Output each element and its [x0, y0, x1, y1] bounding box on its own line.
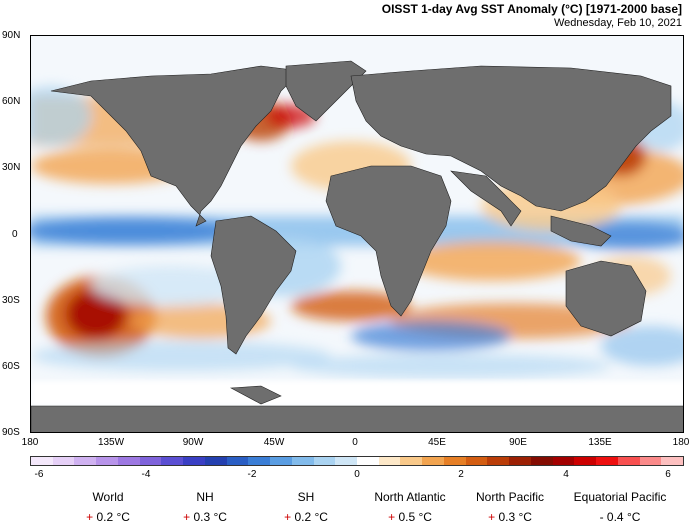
colorbar-swatch [183, 457, 205, 465]
stat-value: 0.3 °C [193, 510, 227, 524]
colorbar-swatch [139, 457, 162, 465]
lat-label: 60S [2, 361, 20, 372]
sst-map-svg [31, 36, 683, 432]
australia [565, 260, 647, 337]
stat-equatorial-pacific: Equatorial Pacific - 0.4 °C [560, 490, 680, 524]
colorbar-label: -4 [141, 469, 151, 480]
stat-value: 0.5 °C [398, 510, 432, 524]
map-title: OISST 1-day Avg SST Anomaly (°C) [1971-2… [381, 2, 682, 16]
stat-sign: + [86, 510, 94, 524]
south-america [210, 215, 297, 355]
colorbar-swatch [617, 457, 640, 465]
stat-north-pacific: North Pacific + 0.3 °C [450, 490, 570, 524]
stat-sign: + [388, 510, 396, 524]
colorbar-swatch [487, 457, 510, 465]
lon-label: 180 [21, 437, 39, 448]
lon-label: 180 [672, 437, 690, 448]
colorbar-swatch [31, 457, 53, 465]
maritime-continent [550, 215, 612, 247]
colorbar-label: 4 [563, 469, 569, 480]
lat-label: 30S [2, 295, 20, 306]
stat-name: North Atlantic [374, 490, 446, 504]
stat-name: Equatorial Pacific [573, 490, 667, 504]
colorbar-swatch [378, 457, 401, 465]
stat-north-atlantic: North Atlantic + 0.5 °C [350, 490, 470, 524]
lon-label: 135E [588, 437, 612, 448]
colorbar-swatch [248, 457, 271, 465]
stat-name: SH [297, 490, 315, 504]
colorbar-swatch [74, 457, 97, 465]
sst-anomaly-map [30, 35, 684, 433]
lon-label: 90W [182, 437, 204, 448]
stat-sh: SH + 0.2 °C [246, 490, 366, 524]
colorbar-swatch [161, 457, 184, 465]
stat-name: World [92, 490, 124, 504]
lat-label: 30N [2, 162, 21, 173]
greenland [285, 60, 367, 122]
colorbar-swatch [357, 457, 379, 465]
colorbar-swatch [639, 457, 662, 465]
stat-nh: NH + 0.3 °C [145, 490, 265, 524]
colorbar-label: 0 [354, 469, 360, 480]
colorbar-swatch [574, 457, 597, 465]
colorbar-swatch [204, 457, 227, 465]
lat-label: 60N [2, 96, 21, 107]
stat-sign: - [599, 510, 604, 524]
north-america [50, 65, 302, 227]
colorbar-swatch [509, 457, 531, 465]
lat-label: 90S [2, 427, 20, 438]
stat-value: 0.4 °C [606, 510, 641, 524]
colorbar-swatch [661, 457, 684, 465]
colorbar-label: -6 [34, 469, 44, 480]
colorbar-swatch [52, 457, 75, 465]
stat-sign: + [488, 510, 496, 524]
colorbar-label: -2 [247, 469, 257, 480]
colorbar-swatch [400, 457, 423, 465]
colorbar-swatch [443, 457, 466, 465]
stat-value: 0.2 °C [294, 510, 328, 524]
colorbar-swatch [96, 457, 118, 465]
antarctica [31, 385, 683, 432]
stat-world: World + 0.2 °C [48, 490, 168, 524]
lon-label: 0 [352, 437, 358, 448]
stat-sign: + [183, 510, 191, 524]
land-masses [31, 60, 683, 432]
stat-sign: + [284, 510, 292, 524]
colorbar-label: 2 [458, 469, 464, 480]
eurasia [350, 65, 672, 212]
lon-label: 45E [428, 437, 446, 448]
colorbar-swatch [226, 457, 249, 465]
stat-value: 0.2 °C [96, 510, 130, 524]
lon-label: 90E [509, 437, 527, 448]
lat-label: 90N [2, 30, 21, 41]
colorbar-swatch [313, 457, 336, 465]
colorbar-label: 6 [665, 469, 671, 480]
colorbar [30, 456, 684, 466]
lat-label: 0 [12, 229, 18, 240]
stat-value: 0.3 °C [498, 510, 532, 524]
colorbar-swatch [270, 457, 292, 465]
arabia-india [450, 170, 522, 227]
colorbar-swatch [530, 457, 553, 465]
colorbar-swatch [291, 457, 314, 465]
colorbar-swatch [422, 457, 444, 465]
map-date: Wednesday, Feb 10, 2021 [553, 17, 682, 29]
lon-label: 45W [263, 437, 285, 448]
colorbar-swatch [335, 457, 358, 465]
africa [325, 165, 452, 317]
sea-ice-south [31, 381, 683, 406]
colorbar-swatch [596, 457, 618, 465]
stat-name: NH [196, 490, 214, 504]
stat-name: North Pacific [475, 490, 545, 504]
colorbar-swatch [552, 457, 575, 465]
lon-label: 135W [97, 437, 125, 448]
colorbar-swatch [117, 457, 140, 465]
colorbar-swatch [465, 457, 488, 465]
